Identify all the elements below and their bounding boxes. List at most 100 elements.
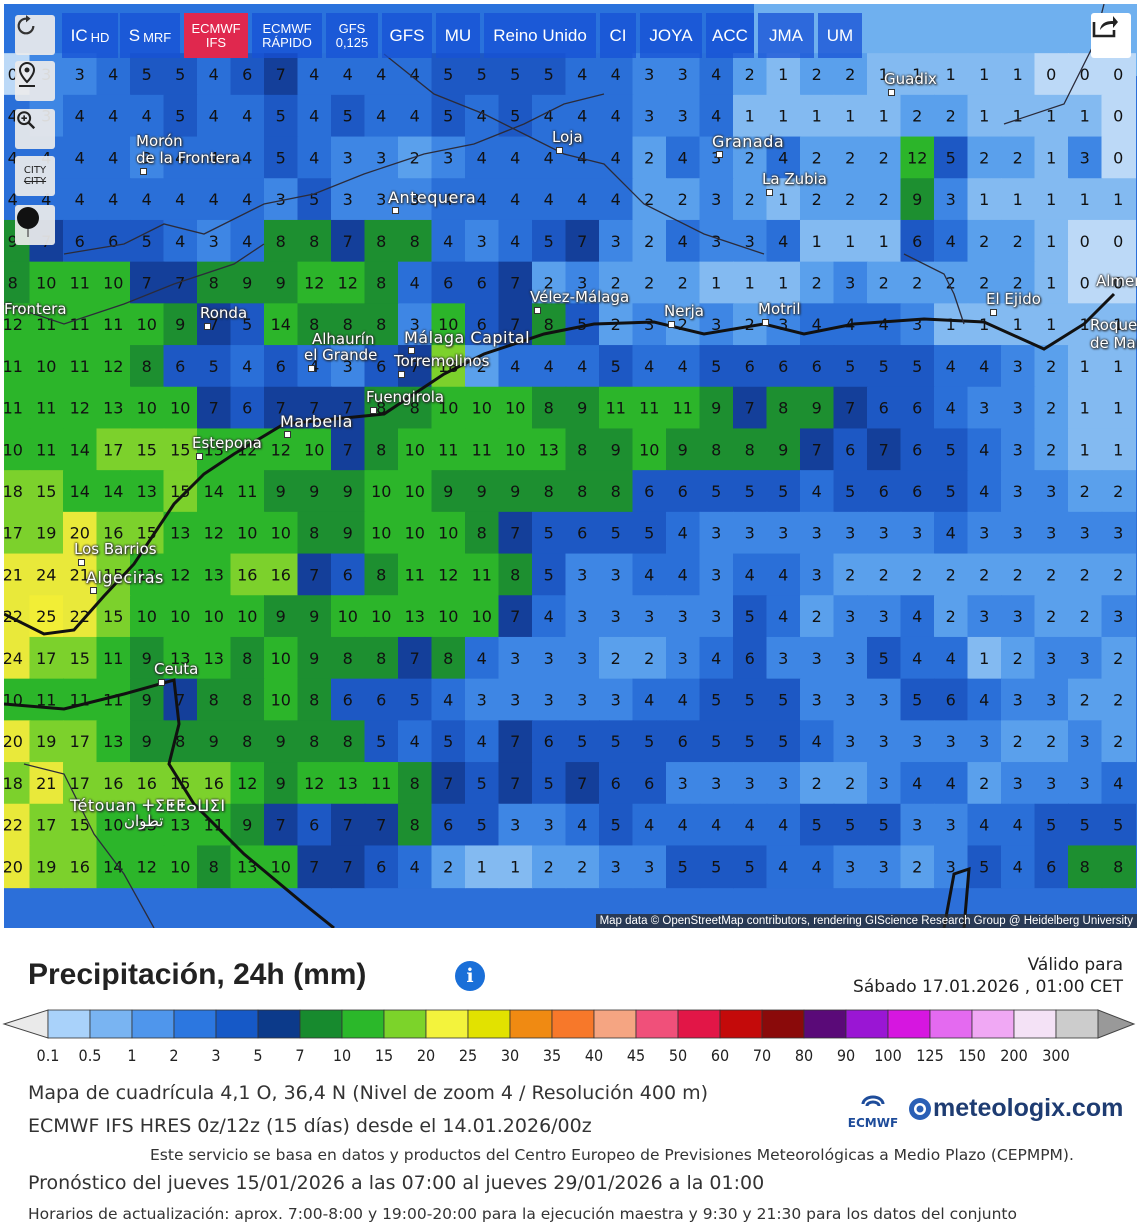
grid-cell: [532, 720, 567, 764]
model-button[interactable]: Reino Unido: [484, 13, 596, 58]
grid-cell: [63, 803, 98, 847]
city-label[interactable]: Roquetas: [1090, 316, 1137, 334]
grid-cell: [833, 178, 868, 221]
model-button[interactable]: UM: [818, 13, 862, 58]
map-attribution[interactable]: Map data © OpenStreetMap contributors, r…: [595, 914, 1137, 928]
grid-value: 2: [410, 148, 420, 167]
grid-value: 4: [175, 232, 185, 251]
grid-value: 4: [644, 565, 654, 584]
grid-value: 11: [606, 399, 626, 418]
grid-value: 2: [544, 857, 554, 876]
grid-cell: [63, 261, 98, 305]
city-label[interactable]: Almería: [1096, 272, 1137, 290]
grid-value: 4: [242, 148, 252, 167]
border-line: [4, 243, 265, 325]
refresh-button[interactable]: [15, 15, 55, 55]
model-button[interactable]: S MRF: [120, 13, 180, 58]
city-label[interactable]: Ceuta: [154, 660, 199, 678]
city-label[interactable]: تطوان: [124, 812, 164, 830]
city-label[interactable]: de Mar: [1090, 334, 1137, 352]
grid-value: 8: [209, 691, 219, 710]
city-label[interactable]: Marbella: [280, 412, 353, 431]
grid-value: 1: [1013, 315, 1023, 334]
city-toggle-button[interactable]: CITY CITY: [15, 156, 55, 196]
city-label[interactable]: Morón: [136, 132, 183, 150]
meteologix-logo[interactable]: meteologix.com: [907, 1094, 1123, 1123]
grid-cell: [130, 636, 165, 680]
city-label[interactable]: Ronda: [200, 304, 248, 322]
grid-value: 5: [1080, 816, 1090, 835]
grid-value: 3: [745, 232, 755, 251]
model-button[interactable]: CI: [600, 13, 636, 58]
share-button[interactable]: [1091, 13, 1131, 58]
model-button[interactable]: MU: [436, 13, 480, 58]
grid-cell: [63, 511, 98, 555]
city-label[interactable]: Vélez-Málaga: [530, 288, 630, 306]
grid-cell: [1101, 94, 1136, 138]
grid-value: 22: [4, 816, 23, 835]
city-label[interactable]: Torremolinos: [394, 352, 490, 370]
ecmwf-logo[interactable]: ECMWF: [843, 1095, 903, 1130]
city-label[interactable]: Motril: [758, 300, 801, 318]
grid-cell: [934, 553, 969, 597]
model-button[interactable]: GFS: [382, 13, 432, 58]
precipitation-map[interactable]: 0334554674444555544334212211111000434445…: [4, 4, 1137, 928]
city-label[interactable]: Guadix: [884, 70, 937, 88]
city-label[interactable]: Frontera: [4, 300, 67, 318]
grid-value: 3: [678, 65, 688, 84]
grid-value: 3: [577, 607, 587, 626]
city-label[interactable]: Estepona: [192, 434, 262, 452]
model-button[interactable]: GFS 0,125: [326, 13, 378, 58]
city-label[interactable]: El Ejido: [986, 290, 1041, 308]
grid-value: 11: [472, 565, 492, 584]
city-label[interactable]: Alhaurín: [312, 330, 375, 348]
grid-value: 3: [1046, 649, 1056, 668]
grid-value: 1: [778, 65, 788, 84]
city-label[interactable]: de la Frontera: [136, 149, 241, 167]
model-button[interactable]: JOYA: [640, 13, 702, 58]
grid-value: 11: [70, 357, 90, 376]
grid-value: 12: [237, 440, 257, 459]
city-label[interactable]: Loja: [552, 128, 583, 146]
grid-value: 4: [711, 107, 721, 126]
city-label[interactable]: Fuengirola: [366, 388, 445, 406]
grid-value: 10: [137, 607, 157, 626]
model-button[interactable]: ACC: [706, 13, 754, 58]
grid-cell: [1068, 762, 1103, 805]
city-label[interactable]: Tétouan ⵜⵉⵟⵟⴰⵡⵉⵏ: [70, 796, 226, 815]
city-label[interactable]: el Grande: [304, 346, 378, 364]
grid-cell: [163, 386, 198, 430]
grid-value: 11: [70, 315, 90, 334]
city-label[interactable]: Algeciras: [86, 568, 164, 587]
city-label[interactable]: Granada: [712, 132, 785, 151]
model-button[interactable]: IC HD: [62, 13, 118, 58]
model-button[interactable]: ECMWF IFS: [184, 13, 248, 58]
info-icon[interactable]: i: [455, 961, 485, 991]
grid-cell: [230, 678, 265, 722]
model-label: JMA: [769, 25, 803, 45]
model-button[interactable]: ECMWF RÁPIDO: [252, 13, 322, 58]
grid-cell: [63, 386, 98, 430]
city-label[interactable]: Antequera: [388, 188, 477, 207]
city-dot: [716, 151, 723, 158]
pin-marker-button[interactable]: [15, 205, 55, 245]
grid-value: 18: [4, 482, 23, 501]
city-label[interactable]: La Zubia: [762, 170, 827, 188]
zoom-button[interactable]: [15, 109, 55, 149]
city-label[interactable]: Málaga Capital: [404, 328, 531, 347]
grid-value: 4: [979, 357, 989, 376]
city-label[interactable]: Los Barrios: [74, 540, 157, 558]
grid-value: 1: [1080, 190, 1090, 209]
grid-value: 10: [338, 607, 358, 626]
grid-cell: [632, 136, 667, 180]
grid-value: 10: [304, 440, 324, 459]
grid-value: 0: [1113, 148, 1123, 167]
grid-value: 10: [438, 524, 458, 543]
grid-cell: [800, 762, 835, 805]
grid-cell: [867, 178, 902, 221]
grid-value: 3: [946, 816, 956, 835]
scale-swatch: [47, 1009, 91, 1039]
location-button[interactable]: [15, 61, 55, 101]
model-button[interactable]: JMA: [758, 13, 814, 58]
city-label[interactable]: Nerja: [664, 302, 704, 320]
